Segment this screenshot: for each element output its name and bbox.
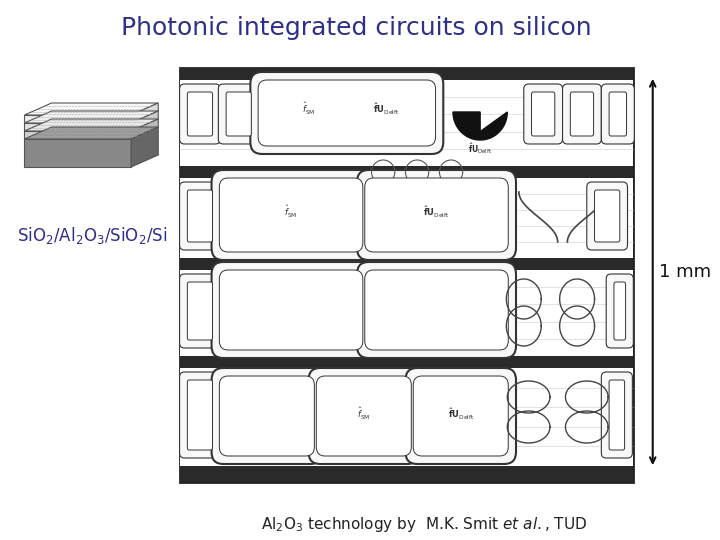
- Polygon shape: [131, 103, 158, 123]
- FancyBboxPatch shape: [179, 372, 220, 458]
- Text: $\mathit{\hat{f}}_{\mathsf{SM}}$: $\mathit{\hat{f}}_{\mathsf{SM}}$: [302, 101, 315, 117]
- FancyBboxPatch shape: [220, 376, 315, 456]
- Bar: [179, 80, 634, 166]
- FancyBboxPatch shape: [212, 368, 322, 464]
- FancyBboxPatch shape: [226, 92, 251, 136]
- FancyBboxPatch shape: [365, 178, 508, 252]
- Text: Photonic integrated circuits on silicon: Photonic integrated circuits on silicon: [121, 16, 591, 40]
- Polygon shape: [131, 119, 158, 139]
- FancyBboxPatch shape: [405, 368, 516, 464]
- FancyBboxPatch shape: [179, 84, 220, 144]
- FancyBboxPatch shape: [220, 178, 363, 252]
- Bar: [179, 68, 634, 482]
- Bar: [179, 356, 634, 368]
- Text: 1 mm: 1 mm: [659, 263, 711, 281]
- FancyBboxPatch shape: [357, 262, 516, 358]
- Bar: [179, 466, 634, 482]
- Bar: [179, 166, 634, 178]
- FancyBboxPatch shape: [212, 170, 371, 260]
- Bar: [24, 115, 131, 123]
- Text: $\mathbf{\hat{f}U}_{\mathsf{Delft}}$: $\mathbf{\hat{f}U}_{\mathsf{Delft}}$: [423, 205, 450, 220]
- Bar: [179, 68, 634, 80]
- FancyBboxPatch shape: [609, 92, 626, 136]
- FancyBboxPatch shape: [187, 380, 212, 450]
- FancyBboxPatch shape: [595, 190, 620, 242]
- FancyBboxPatch shape: [601, 84, 634, 144]
- FancyBboxPatch shape: [614, 282, 626, 340]
- Text: $\mathbf{\hat{f}U}_{\mathsf{Delft}}$: $\mathbf{\hat{f}U}_{\mathsf{Delft}}$: [468, 141, 492, 157]
- FancyBboxPatch shape: [179, 182, 220, 250]
- FancyBboxPatch shape: [218, 84, 259, 144]
- Bar: [179, 258, 634, 270]
- FancyBboxPatch shape: [258, 80, 436, 146]
- Text: $\mathit{\hat{f}}_{\mathsf{SM}}$: $\mathit{\hat{f}}_{\mathsf{SM}}$: [357, 406, 371, 422]
- Bar: [24, 131, 131, 139]
- Bar: [179, 178, 634, 258]
- FancyBboxPatch shape: [251, 72, 444, 154]
- FancyBboxPatch shape: [531, 92, 555, 136]
- Polygon shape: [24, 111, 158, 123]
- FancyBboxPatch shape: [316, 376, 411, 456]
- FancyBboxPatch shape: [212, 262, 371, 358]
- FancyBboxPatch shape: [601, 372, 632, 458]
- FancyBboxPatch shape: [570, 92, 593, 136]
- FancyBboxPatch shape: [187, 282, 212, 340]
- FancyBboxPatch shape: [523, 84, 562, 144]
- Polygon shape: [24, 127, 158, 139]
- FancyBboxPatch shape: [587, 182, 628, 250]
- Bar: [24, 123, 131, 131]
- FancyBboxPatch shape: [187, 92, 212, 136]
- Text: $\mathbf{\hat{f}U}_{\mathsf{Delft}}$: $\mathbf{\hat{f}U}_{\mathsf{Delft}}$: [373, 102, 400, 117]
- Text: SiO$_2$/Al$_2$O$_3$/SiO$_2$/Si: SiO$_2$/Al$_2$O$_3$/SiO$_2$/Si: [17, 225, 168, 246]
- Bar: [179, 368, 634, 466]
- Text: Al$_2$O$_3$ technology by  M.K. Smit $\it{et\ al.}$, TUD: Al$_2$O$_3$ technology by M.K. Smit $\it…: [261, 516, 587, 535]
- FancyBboxPatch shape: [413, 376, 508, 456]
- Bar: [179, 270, 634, 356]
- FancyBboxPatch shape: [365, 270, 508, 350]
- FancyBboxPatch shape: [606, 274, 634, 348]
- FancyBboxPatch shape: [562, 84, 601, 144]
- FancyBboxPatch shape: [187, 190, 212, 242]
- FancyBboxPatch shape: [309, 368, 419, 464]
- Text: $\mathbf{\hat{f}U}_{\mathsf{Delft}}$: $\mathbf{\hat{f}U}_{\mathsf{Delft}}$: [448, 407, 474, 422]
- FancyBboxPatch shape: [357, 170, 516, 260]
- Polygon shape: [24, 119, 158, 131]
- Polygon shape: [24, 103, 158, 115]
- Bar: [24, 139, 131, 167]
- Polygon shape: [453, 112, 508, 140]
- FancyBboxPatch shape: [609, 380, 625, 450]
- FancyBboxPatch shape: [179, 274, 220, 348]
- Polygon shape: [131, 127, 158, 167]
- FancyBboxPatch shape: [220, 270, 363, 350]
- Polygon shape: [131, 111, 158, 131]
- Text: $\mathit{\hat{f}}_{\mathsf{SM}}$: $\mathit{\hat{f}}_{\mathsf{SM}}$: [284, 204, 298, 220]
